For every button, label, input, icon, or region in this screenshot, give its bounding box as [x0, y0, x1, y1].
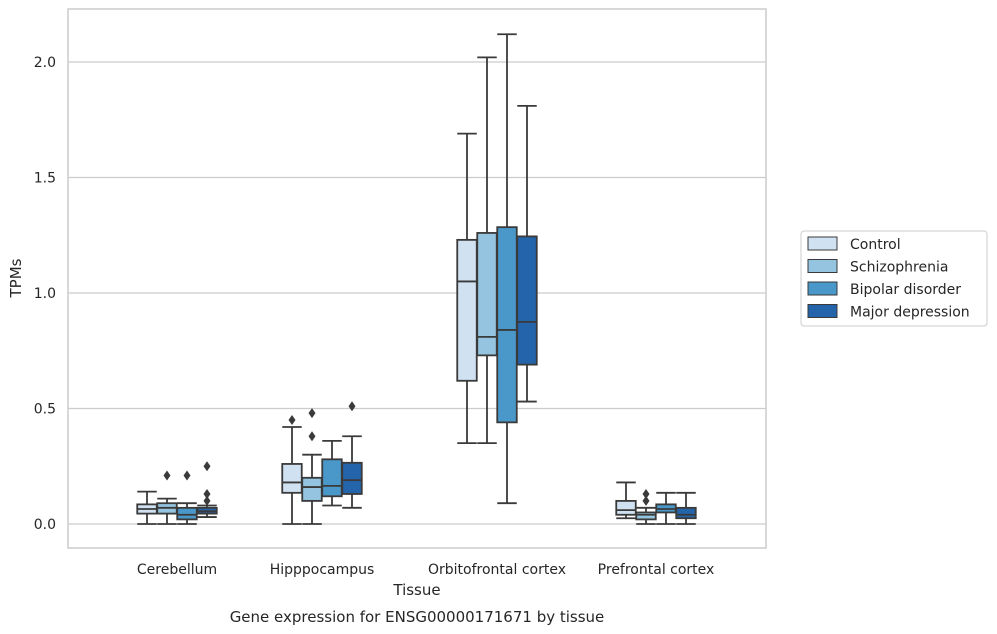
box — [136, 490, 158, 525]
iqr-box — [675, 506, 697, 520]
box — [456, 132, 478, 445]
iqr-box — [635, 511, 657, 521]
outlier-point — [203, 488, 211, 499]
outlier-point — [348, 401, 356, 412]
gridlines — [68, 61, 766, 525]
y-tick-label: 0.0 — [34, 517, 56, 533]
series-major-depression — [196, 104, 697, 525]
x-axis-ticks: Cerebellum Hipppocampus Orbitofrontal cort… — [137, 562, 714, 578]
box — [635, 488, 657, 525]
y-tick-label: 1.5 — [34, 171, 56, 187]
iqr-box — [301, 476, 323, 502]
outlier-point — [203, 461, 211, 472]
box — [615, 481, 637, 520]
box — [301, 408, 323, 525]
box — [176, 470, 198, 525]
box — [156, 470, 178, 525]
legend-frame — [800, 230, 988, 327]
outlier-point — [308, 431, 316, 442]
y-axis-ticks: 0.0 0.5 1.0 1.5 2.0 — [34, 55, 56, 533]
y-tick-label: 2.0 — [34, 55, 56, 71]
box — [281, 415, 303, 525]
iqr-box — [321, 458, 343, 498]
box-groups — [136, 33, 697, 525]
box — [196, 461, 218, 518]
box — [655, 491, 677, 525]
legend-label: Schizophrenia — [850, 260, 948, 276]
y-tick-label: 1.0 — [34, 286, 56, 302]
outlier-point — [203, 495, 211, 506]
outlier-point — [642, 495, 650, 506]
x-tick-label: Cerebellum — [137, 562, 217, 578]
y-tick-label: 0.5 — [34, 402, 56, 418]
box — [341, 401, 363, 509]
box — [516, 104, 538, 403]
x-tick-label: Orbitofrontal cortex — [428, 562, 566, 578]
legend-swatch — [807, 236, 838, 251]
box — [675, 491, 697, 525]
legend-swatch — [807, 281, 838, 296]
series-control — [136, 132, 637, 525]
legend: Control Schizophrenia Bipolar disorder Majo… — [800, 230, 988, 327]
x-tick-label: Prefrontal cortex — [598, 562, 715, 578]
chart-caption: Gene expression for ENSG00000171671 by t… — [230, 608, 605, 626]
box — [321, 439, 343, 507]
legend-label: Bipolar disorder — [850, 282, 961, 298]
iqr-box — [516, 235, 538, 366]
x-axis-label: Tissue — [392, 581, 440, 599]
iqr-box — [176, 506, 198, 521]
outlier-point — [163, 470, 171, 481]
iqr-box — [456, 238, 478, 382]
outlier-point — [288, 415, 296, 426]
outlier-point — [642, 488, 650, 499]
box — [496, 33, 518, 505]
x-tick-label: Hipppocampus — [270, 562, 375, 578]
legend-swatch — [807, 304, 838, 318]
plot-area-frame — [67, 8, 767, 549]
legend-label: Control — [850, 237, 901, 253]
iqr-box — [281, 463, 303, 494]
iqr-box — [341, 461, 363, 495]
iqr-box — [496, 226, 518, 424]
outlier-point — [308, 408, 316, 419]
outlier-point — [183, 470, 191, 481]
y-axis-label: TPMs — [7, 258, 25, 298]
legend-swatch — [807, 259, 838, 273]
series-bipolar-disorder — [176, 33, 677, 525]
series-schizophrenia — [156, 56, 657, 525]
box — [476, 56, 498, 445]
legend-label: Major depression — [850, 305, 970, 321]
iqr-box — [615, 499, 637, 516]
